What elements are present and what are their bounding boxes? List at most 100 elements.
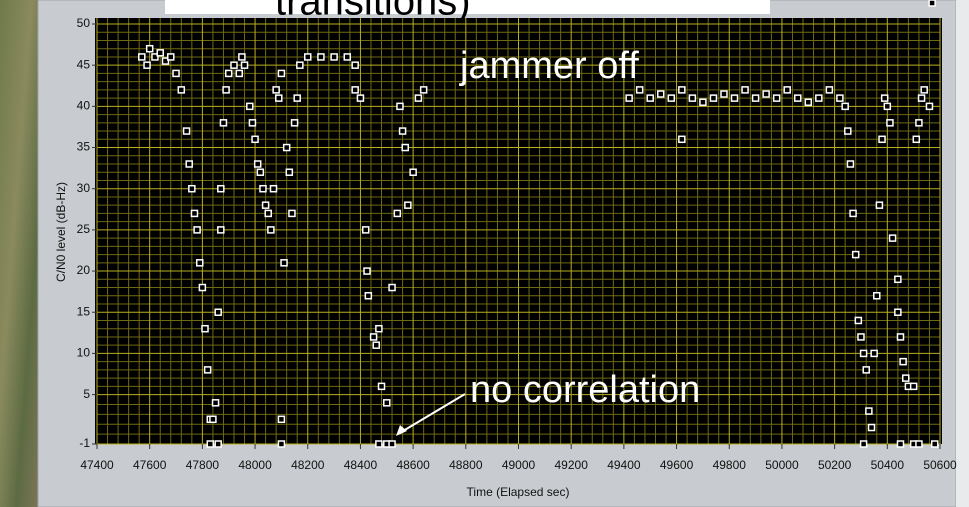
scatter-point — [909, 382, 918, 391]
scatter-point — [161, 57, 170, 65]
scatter-point — [351, 86, 359, 94]
scatter-point — [177, 86, 186, 94]
scatter-point — [414, 94, 423, 102]
scatter-point — [804, 98, 813, 106]
y-tick-label: 40 — [77, 99, 91, 113]
scatter-point — [304, 53, 312, 61]
scatter-point — [369, 333, 378, 341]
scatter-point — [857, 333, 865, 341]
scatter-point — [915, 440, 923, 448]
x-tick-label: 49400 — [607, 458, 641, 472]
x-tick-label: 48000 — [238, 458, 272, 472]
scatter-point — [251, 135, 259, 144]
scatter-point — [646, 94, 654, 102]
scatter-point — [398, 127, 407, 135]
scatter-point — [375, 324, 383, 333]
scatter-point — [288, 209, 296, 218]
scatter-point — [372, 341, 380, 349]
scatter-point — [635, 86, 644, 94]
scatter-point — [361, 226, 370, 234]
scatter-point — [709, 94, 718, 102]
scatter-point — [211, 399, 220, 407]
x-tick-label: 49800 — [713, 458, 747, 472]
scatter-point — [404, 201, 412, 209]
y-tick-label: 5 — [83, 387, 90, 401]
scatter-point — [172, 69, 180, 78]
scatter-point — [894, 308, 902, 316]
x-tick-label: 47600 — [133, 458, 167, 472]
scatter-point — [293, 94, 301, 102]
y-tick-label: 35 — [77, 140, 91, 154]
annotation-arrowhead — [396, 425, 407, 436]
scatter-point — [772, 94, 781, 102]
scatter-point — [930, 440, 939, 448]
scatter-point — [741, 86, 749, 94]
scatter-point — [253, 160, 262, 168]
scatter-point — [894, 275, 902, 284]
scatter-point — [419, 86, 428, 94]
scatter-point — [222, 86, 230, 94]
scatter-point — [182, 127, 191, 135]
scatter-point — [269, 184, 278, 193]
scatter-point — [277, 69, 286, 78]
scatter-point — [296, 61, 304, 69]
scatter-point — [883, 102, 892, 111]
scatter-point — [151, 53, 159, 61]
scatter-point — [238, 53, 246, 61]
scatter-point — [356, 94, 365, 102]
x-tick-label: 48600 — [396, 458, 430, 472]
scatter-point — [928, 0, 936, 7]
scatter-point — [396, 102, 404, 111]
scatter-point — [188, 184, 196, 193]
scatter-point — [888, 234, 897, 242]
scatter-point — [290, 119, 299, 127]
scatter-point — [841, 102, 849, 111]
scatter-point — [217, 226, 225, 234]
x-tick-label: 49000 — [502, 458, 536, 472]
annotation-arrow — [397, 393, 466, 435]
scatter-point — [836, 94, 844, 102]
scatter-point — [854, 316, 863, 325]
scatter-point — [264, 209, 272, 218]
scatter-point — [240, 61, 249, 69]
y-tick-label: 30 — [77, 181, 91, 195]
scatter-point — [377, 382, 386, 391]
scatter-point — [209, 415, 217, 424]
x-tick-label: 49200 — [555, 458, 589, 472]
y-tick-label: 50 — [77, 16, 91, 30]
scatter-point — [844, 127, 852, 135]
scatter-point — [285, 168, 294, 176]
scatter-point — [277, 440, 286, 448]
title-box — [165, 0, 770, 14]
y-tick-label: 20 — [77, 263, 91, 277]
scatter-point — [206, 440, 215, 448]
scatter-point — [730, 94, 739, 102]
scatter-point — [865, 407, 873, 415]
x-tick-label: 48400 — [344, 458, 378, 472]
scatter-point — [201, 324, 209, 333]
y-axis-label: C/N0 level (dB-Hz) — [54, 182, 68, 282]
scatter-point — [190, 209, 199, 218]
scatter-point — [195, 259, 204, 267]
scatter-point — [363, 267, 371, 275]
scatter-point — [880, 94, 889, 102]
scatter-point — [388, 440, 396, 448]
x-tick-label: 47800 — [186, 458, 220, 472]
scatter-point — [330, 53, 338, 61]
scatter-point — [886, 119, 894, 127]
scatter-point — [230, 61, 238, 69]
scatter-point — [217, 184, 225, 193]
scatter-point — [878, 135, 886, 144]
scatter-point — [235, 69, 244, 78]
scatter-point — [280, 259, 288, 267]
scatter-point — [219, 119, 228, 127]
scatter-point — [185, 160, 193, 168]
scatter-point — [138, 53, 146, 61]
scatter-point — [851, 250, 860, 259]
x-tick-label: 50200 — [818, 458, 852, 472]
scatter-point — [825, 86, 834, 94]
scatter-point — [678, 135, 686, 144]
scatter-point — [849, 209, 857, 218]
scatter-point — [859, 440, 868, 448]
